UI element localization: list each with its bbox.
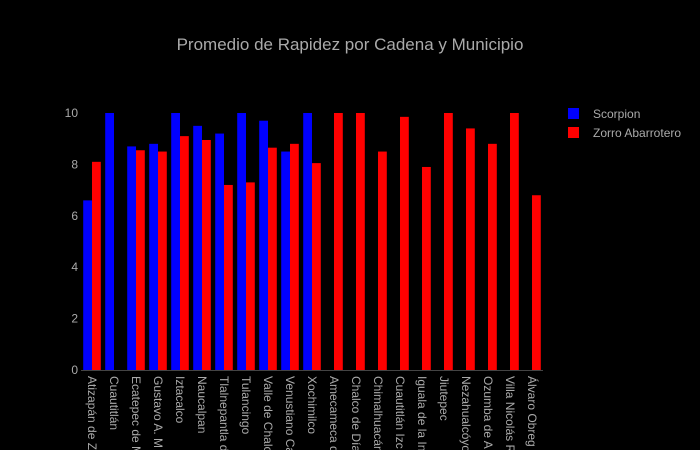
bar-zorro-abarrotero[interactable] — [334, 113, 343, 370]
bar-zorro-abarrotero[interactable] — [136, 150, 145, 370]
bar-zorro-abarrotero[interactable] — [400, 116, 409, 370]
bar-zorro-abarrotero[interactable] — [92, 161, 101, 370]
bar-scorpion[interactable] — [303, 113, 312, 370]
y-tick-label: 0 — [71, 363, 78, 377]
bar-zorro-abarrotero[interactable] — [356, 113, 365, 370]
legend-swatch[interactable] — [568, 108, 579, 119]
x-tick-label: Iztacalco — [173, 376, 187, 424]
x-tick-label: Nezahualcóyo — [459, 376, 473, 450]
x-tick-label: Xochimilco — [305, 376, 319, 434]
bar-scorpion[interactable] — [171, 113, 180, 370]
bar-scorpion[interactable] — [193, 125, 202, 370]
bar-zorro-abarrotero[interactable] — [180, 136, 189, 370]
bar-zorro-abarrotero[interactable] — [312, 163, 321, 370]
x-tick-label: Valle de Chalc — [261, 376, 275, 450]
x-tick-label: Cuautitlán — [107, 376, 121, 430]
bar-scorpion[interactable] — [215, 133, 224, 370]
y-tick-label: 2 — [71, 312, 78, 326]
x-tick-label: Álvaro Obreg — [525, 376, 540, 447]
bar-scorpion[interactable] — [237, 113, 246, 370]
bar-zorro-abarrotero[interactable] — [466, 128, 475, 370]
y-tick-label: 6 — [71, 209, 78, 223]
bar-scorpion[interactable] — [259, 120, 268, 371]
legend-label[interactable]: Zorro Abarrotero — [593, 126, 681, 140]
bar-zorro-abarrotero[interactable] — [532, 195, 541, 370]
x-tick-label: Iguala de la In — [415, 376, 429, 450]
x-tick-label: Gustavo A. M — [151, 376, 165, 448]
bar-zorro-abarrotero[interactable] — [444, 113, 453, 370]
bar-zorro-abarrotero[interactable] — [510, 113, 519, 370]
x-tick-label: Villa Nicolás R — [503, 376, 517, 450]
x-tick-label: Chimalhuacán — [371, 376, 385, 450]
bar-zorro-abarrotero[interactable] — [158, 151, 167, 370]
x-tick-label: Venustiano Ca — [283, 376, 297, 450]
bar-zorro-abarrotero[interactable] — [378, 151, 387, 370]
bar-zorro-abarrotero[interactable] — [224, 184, 233, 370]
x-tick-label: Tulancingo — [239, 376, 253, 435]
x-tick-label: Tlalnepantla d — [217, 376, 231, 450]
bar-zorro-abarrotero[interactable] — [246, 182, 255, 370]
bar-zorro-abarrotero[interactable] — [202, 139, 211, 370]
x-tick-label: Cuautitlán Izc — [393, 376, 407, 449]
legend-swatch[interactable] — [568, 127, 579, 138]
chart-title: Promedio de Rapidez por Cadena y Municip… — [177, 35, 524, 54]
x-tick-label: Jiutepec — [437, 376, 451, 421]
legend-label[interactable]: Scorpion — [593, 107, 640, 121]
y-tick-label: 4 — [71, 260, 78, 274]
x-tick-label: Amecameca d — [327, 376, 341, 450]
legend: Scorpion Zorro Abarrotero — [568, 107, 681, 140]
bar-zorro-abarrotero[interactable] — [290, 143, 299, 370]
x-tick-label: Chalco de Día — [349, 376, 363, 450]
bar-zorro-abarrotero[interactable] — [268, 147, 277, 370]
bar-zorro-abarrotero[interactable] — [422, 166, 431, 370]
x-tick-label: Ozumba de A — [481, 376, 495, 449]
bar-zorro-abarrotero[interactable] — [488, 143, 497, 370]
bar-scorpion[interactable] — [127, 146, 136, 370]
y-axis: 0 2 4 6 8 10 — [65, 106, 79, 377]
bar-scorpion[interactable] — [149, 143, 158, 370]
x-tick-label: Ecatepec de M — [129, 376, 143, 450]
bar-scorpion[interactable] — [83, 200, 92, 370]
x-axis: Atizapán de Z Cuautitlán Ecatepec de M Gust… — [85, 376, 540, 450]
y-tick-label: 10 — [65, 106, 79, 120]
x-tick-label: Naucalpan — [195, 376, 209, 433]
bar-scorpion[interactable] — [281, 151, 290, 370]
bar-scorpion[interactable] — [105, 113, 114, 370]
bars-group — [83, 113, 541, 371]
x-tick-label: Atizapán de Z — [85, 376, 99, 450]
y-tick-label: 8 — [71, 157, 78, 171]
